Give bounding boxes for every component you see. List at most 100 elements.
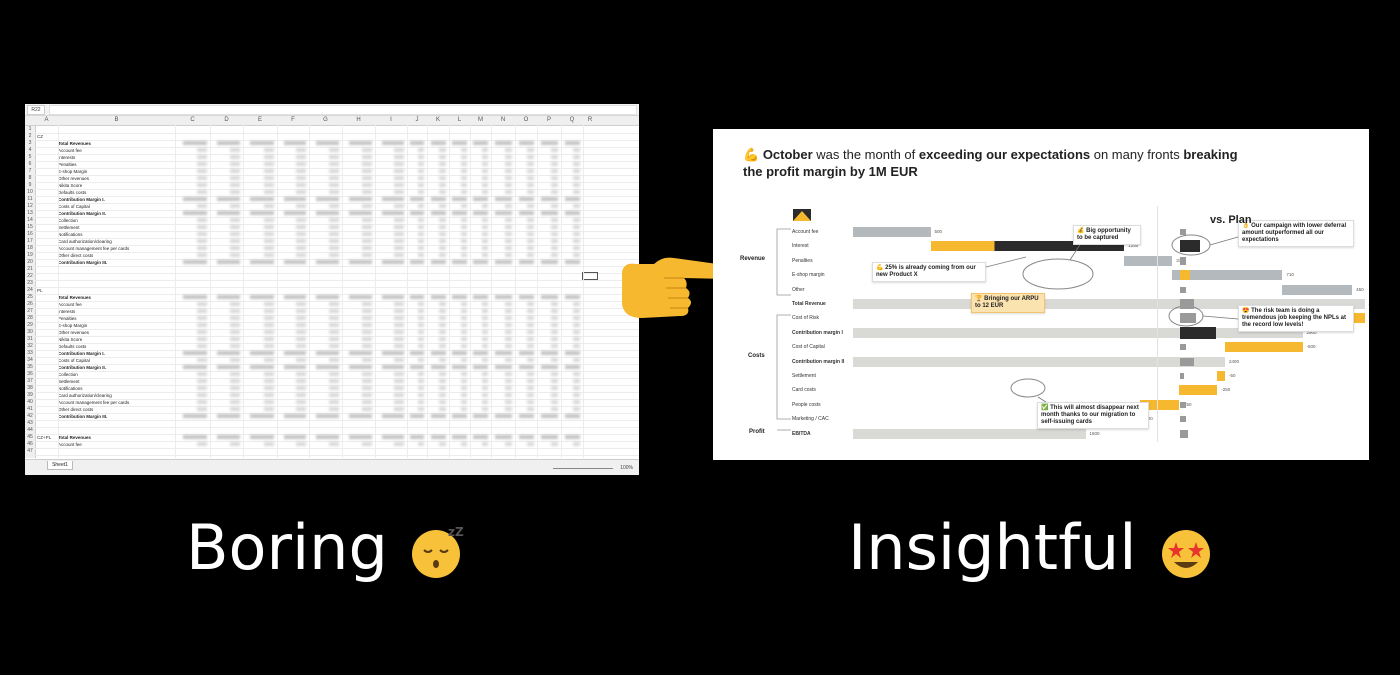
row-number[interactable]: 1: [28, 126, 32, 132]
row-number[interactable]: 31: [27, 336, 33, 342]
blurred-value: [541, 197, 558, 201]
column-header-c[interactable]: C: [190, 117, 195, 123]
sheet-tab[interactable]: Sheet1: [47, 461, 73, 470]
row-number[interactable]: 42: [27, 413, 33, 419]
row-number[interactable]: 44: [27, 427, 33, 433]
row-number[interactable]: 27: [27, 308, 33, 314]
column-header-l[interactable]: L: [457, 117, 462, 123]
row-number[interactable]: 14: [27, 217, 33, 223]
blurred-value: [348, 211, 372, 215]
row-number[interactable]: 7: [28, 168, 32, 174]
row-number[interactable]: 45: [27, 434, 33, 440]
row-number[interactable]: 33: [27, 350, 33, 356]
blurred-value: [182, 414, 207, 418]
column-header-n[interactable]: N: [500, 117, 506, 123]
column-header-k[interactable]: K: [435, 117, 440, 123]
row-number[interactable]: 38: [27, 385, 33, 391]
blurred-value: [527, 323, 534, 327]
column-header-r[interactable]: R: [587, 117, 593, 123]
row-number[interactable]: 21: [27, 266, 33, 272]
row-label: Contribution margin II: [792, 358, 845, 365]
name-box[interactable]: R22: [27, 105, 45, 115]
blurred-value: [362, 379, 372, 383]
row-number[interactable]: 5: [28, 154, 32, 160]
blurred-value: [481, 407, 488, 411]
grid-line: [407, 125, 408, 458]
row-number[interactable]: 39: [27, 392, 33, 398]
row-number[interactable]: 46: [27, 441, 33, 447]
blurred-value: [573, 183, 580, 187]
row-label: Settlement: [58, 379, 80, 384]
blurred-value: [329, 344, 339, 348]
row-number[interactable]: 32: [27, 343, 33, 349]
selected-cell[interactable]: [582, 272, 598, 280]
row-number[interactable]: 19: [27, 252, 33, 258]
formula-input[interactable]: [49, 105, 637, 115]
column-header-q[interactable]: Q: [569, 117, 575, 123]
row-number[interactable]: 47: [27, 448, 33, 454]
row-number[interactable]: 28: [27, 315, 33, 321]
zoom-slider[interactable]: [553, 468, 613, 469]
row-number[interactable]: 43: [27, 420, 33, 426]
row-number[interactable]: 2: [28, 133, 32, 139]
row-number[interactable]: 22: [27, 273, 33, 279]
row-number[interactable]: 16: [27, 231, 33, 237]
blurred-value: [216, 414, 240, 418]
row-number[interactable]: 20: [27, 259, 33, 265]
row-number[interactable]: 37: [27, 378, 33, 384]
column-header-f[interactable]: F: [291, 117, 295, 123]
row-number[interactable]: 17: [27, 238, 33, 244]
blurred-value: [439, 302, 446, 306]
column-header-a[interactable]: A: [44, 117, 49, 123]
row-number[interactable]: 15: [27, 224, 33, 230]
column-header-g[interactable]: G: [323, 117, 328, 123]
blurred-value: [230, 246, 240, 250]
row-number[interactable]: 9: [28, 182, 32, 188]
row-number[interactable]: 8: [28, 175, 32, 181]
blurred-value: [481, 344, 488, 348]
blurred-value: [430, 365, 446, 369]
blurred-value: [460, 232, 467, 236]
row-number[interactable]: 11: [27, 196, 33, 202]
blurred-value: [296, 183, 306, 187]
row-number[interactable]: 40: [27, 399, 33, 405]
row-number[interactable]: 3: [28, 140, 32, 146]
column-header-e[interactable]: E: [257, 117, 262, 123]
blurred-value: [182, 211, 207, 215]
row-number[interactable]: 30: [27, 329, 33, 335]
blurred-value: [460, 183, 467, 187]
column-header-i[interactable]: I: [390, 117, 392, 123]
column-header-j[interactable]: J: [415, 117, 419, 123]
blurred-value: [329, 358, 339, 362]
row-number[interactable]: 24: [27, 287, 33, 293]
row-number[interactable]: 18: [27, 245, 33, 251]
row-number[interactable]: 6: [28, 161, 32, 167]
row-number[interactable]: 26: [27, 301, 33, 307]
sheet-row: 36 Collection: [25, 371, 639, 379]
column-header-h[interactable]: H: [356, 117, 361, 123]
blurred-value: [362, 407, 372, 411]
column-header-o[interactable]: O: [523, 117, 529, 123]
title-fragment: breaking the profit margin by 1M EUR: [743, 147, 1238, 179]
column-header-d[interactable]: D: [224, 117, 229, 123]
blurred-value: [418, 176, 424, 180]
row-number[interactable]: 35: [27, 364, 33, 370]
column-header-b[interactable]: B: [114, 117, 119, 123]
blurred-value: [573, 386, 580, 390]
row-number[interactable]: 29: [27, 322, 33, 328]
row-number[interactable]: 36: [27, 371, 33, 377]
blurred-value: [230, 218, 240, 222]
column-header-m[interactable]: M: [478, 117, 483, 123]
row-number[interactable]: 41: [27, 406, 33, 412]
row-number[interactable]: 4: [28, 147, 32, 153]
row-number[interactable]: 34: [27, 357, 33, 363]
blurred-value: [296, 337, 306, 341]
row-number[interactable]: 13: [27, 210, 33, 216]
blurred-value: [283, 435, 306, 439]
blurred-value: [362, 302, 372, 306]
row-number[interactable]: 23: [27, 280, 33, 286]
row-number[interactable]: 10: [27, 189, 33, 195]
row-number[interactable]: 25: [27, 294, 33, 300]
column-header-p[interactable]: P: [546, 117, 551, 123]
row-number[interactable]: 12: [27, 203, 33, 209]
